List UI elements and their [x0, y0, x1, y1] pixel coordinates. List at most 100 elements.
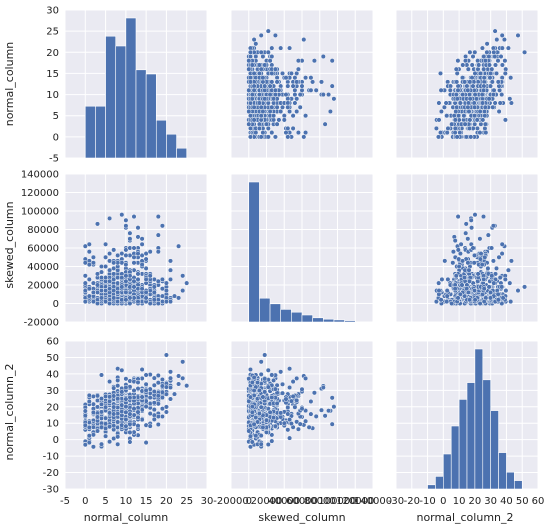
scatter-point	[256, 125, 262, 131]
scatter-point	[155, 421, 161, 428]
scatter-point	[450, 249, 456, 255]
scatter-point	[139, 286, 145, 292]
scatter-point	[455, 87, 461, 93]
scatter-point	[486, 53, 492, 60]
scatter-point	[477, 70, 483, 76]
scatter-point	[107, 215, 113, 221]
scatter-point	[272, 386, 278, 392]
scatter-point	[436, 288, 442, 294]
scatter-point	[159, 394, 165, 401]
scatter-point	[143, 372, 149, 378]
scatter-point	[135, 276, 141, 282]
scatter-point	[90, 254, 96, 260]
scatter-point	[482, 104, 488, 110]
scatter-point	[472, 92, 478, 98]
scatter-point	[489, 273, 495, 279]
scatter-point	[246, 121, 252, 127]
scatter-point	[131, 406, 137, 412]
scatter-point	[308, 411, 314, 417]
scatter-point	[135, 271, 141, 277]
scatter-point	[267, 83, 273, 89]
scatter-point	[269, 394, 275, 401]
scatter-point	[131, 245, 137, 251]
y-tick-label: 20	[46, 48, 59, 59]
scatter-point	[147, 411, 153, 417]
scatter-point	[82, 280, 88, 286]
scatter-point	[445, 79, 451, 85]
histogram-bar	[301, 314, 313, 323]
scatter-point	[327, 108, 333, 115]
scatter-point	[123, 223, 129, 229]
scatter-point	[267, 58, 273, 64]
scatter-point	[103, 254, 109, 260]
scatter-point	[119, 389, 125, 395]
scatter-point	[143, 381, 149, 387]
scatter-point	[287, 366, 293, 372]
scatter-point	[490, 223, 496, 229]
scatter-point	[107, 379, 113, 385]
scatter-point	[127, 236, 133, 242]
scatter-point	[482, 58, 489, 64]
scatter-point	[267, 92, 273, 98]
y-tick-label: 0	[53, 435, 59, 446]
scatter-point	[155, 232, 161, 238]
scatter-point	[265, 367, 271, 373]
histogram-bar	[506, 471, 515, 490]
scatter-point	[507, 96, 513, 102]
scatter-point	[497, 275, 503, 281]
scatter-point	[497, 100, 503, 106]
scatter-point	[499, 62, 505, 68]
scatter-point	[176, 381, 182, 387]
scatter-point	[465, 66, 471, 72]
x-tick-label: 50	[516, 496, 529, 507]
scatter-point	[480, 96, 486, 102]
scatter-point	[469, 225, 475, 231]
scatter-point	[98, 424, 105, 430]
scatter-point	[247, 79, 254, 85]
scatter-point	[147, 400, 153, 407]
scatter-point	[453, 108, 459, 115]
scatter-point	[139, 394, 145, 400]
scatter-point	[262, 376, 268, 382]
scatter-point	[163, 299, 169, 305]
scatter-point	[94, 271, 101, 277]
scatter-point	[456, 113, 462, 119]
scatter-point	[466, 108, 472, 115]
scatter-point	[269, 62, 275, 68]
histogram-bar	[322, 318, 335, 323]
scatter-point	[472, 121, 478, 127]
scatter-point	[90, 432, 96, 438]
scatter-point	[320, 53, 326, 60]
scatter-point	[271, 377, 277, 383]
scatter-point	[123, 252, 129, 258]
scatter-point	[303, 130, 309, 136]
scatter-point	[476, 62, 482, 68]
scatter-point	[274, 104, 280, 110]
scatter-point	[263, 121, 270, 127]
x-tick-label: 5	[102, 496, 108, 507]
scatter-point	[481, 276, 487, 282]
scatter-point	[139, 262, 145, 268]
histogram-bar	[166, 133, 177, 159]
y-tick-label: -30	[43, 485, 59, 496]
scatter-point	[493, 70, 500, 76]
scatter-point	[155, 300, 161, 307]
scatter-point	[256, 387, 262, 393]
scatter-point	[269, 45, 275, 51]
scatter-point	[115, 396, 121, 402]
scatter-point	[320, 92, 326, 98]
scatter-point	[180, 273, 186, 279]
scatter-point	[167, 375, 174, 381]
scatter-point	[123, 262, 129, 268]
scatter-point	[247, 433, 254, 439]
scatter-point	[135, 414, 141, 421]
scatter-point	[329, 58, 335, 64]
scatter-point	[249, 62, 255, 68]
scatter-point	[159, 376, 165, 383]
scatter-point	[139, 241, 145, 247]
x-axis-label-skewed-column: skewed_column	[258, 511, 345, 524]
scatter-point	[123, 384, 129, 391]
scatter-point	[308, 398, 314, 405]
scatter-point	[111, 295, 117, 301]
scatter-point	[318, 407, 325, 413]
